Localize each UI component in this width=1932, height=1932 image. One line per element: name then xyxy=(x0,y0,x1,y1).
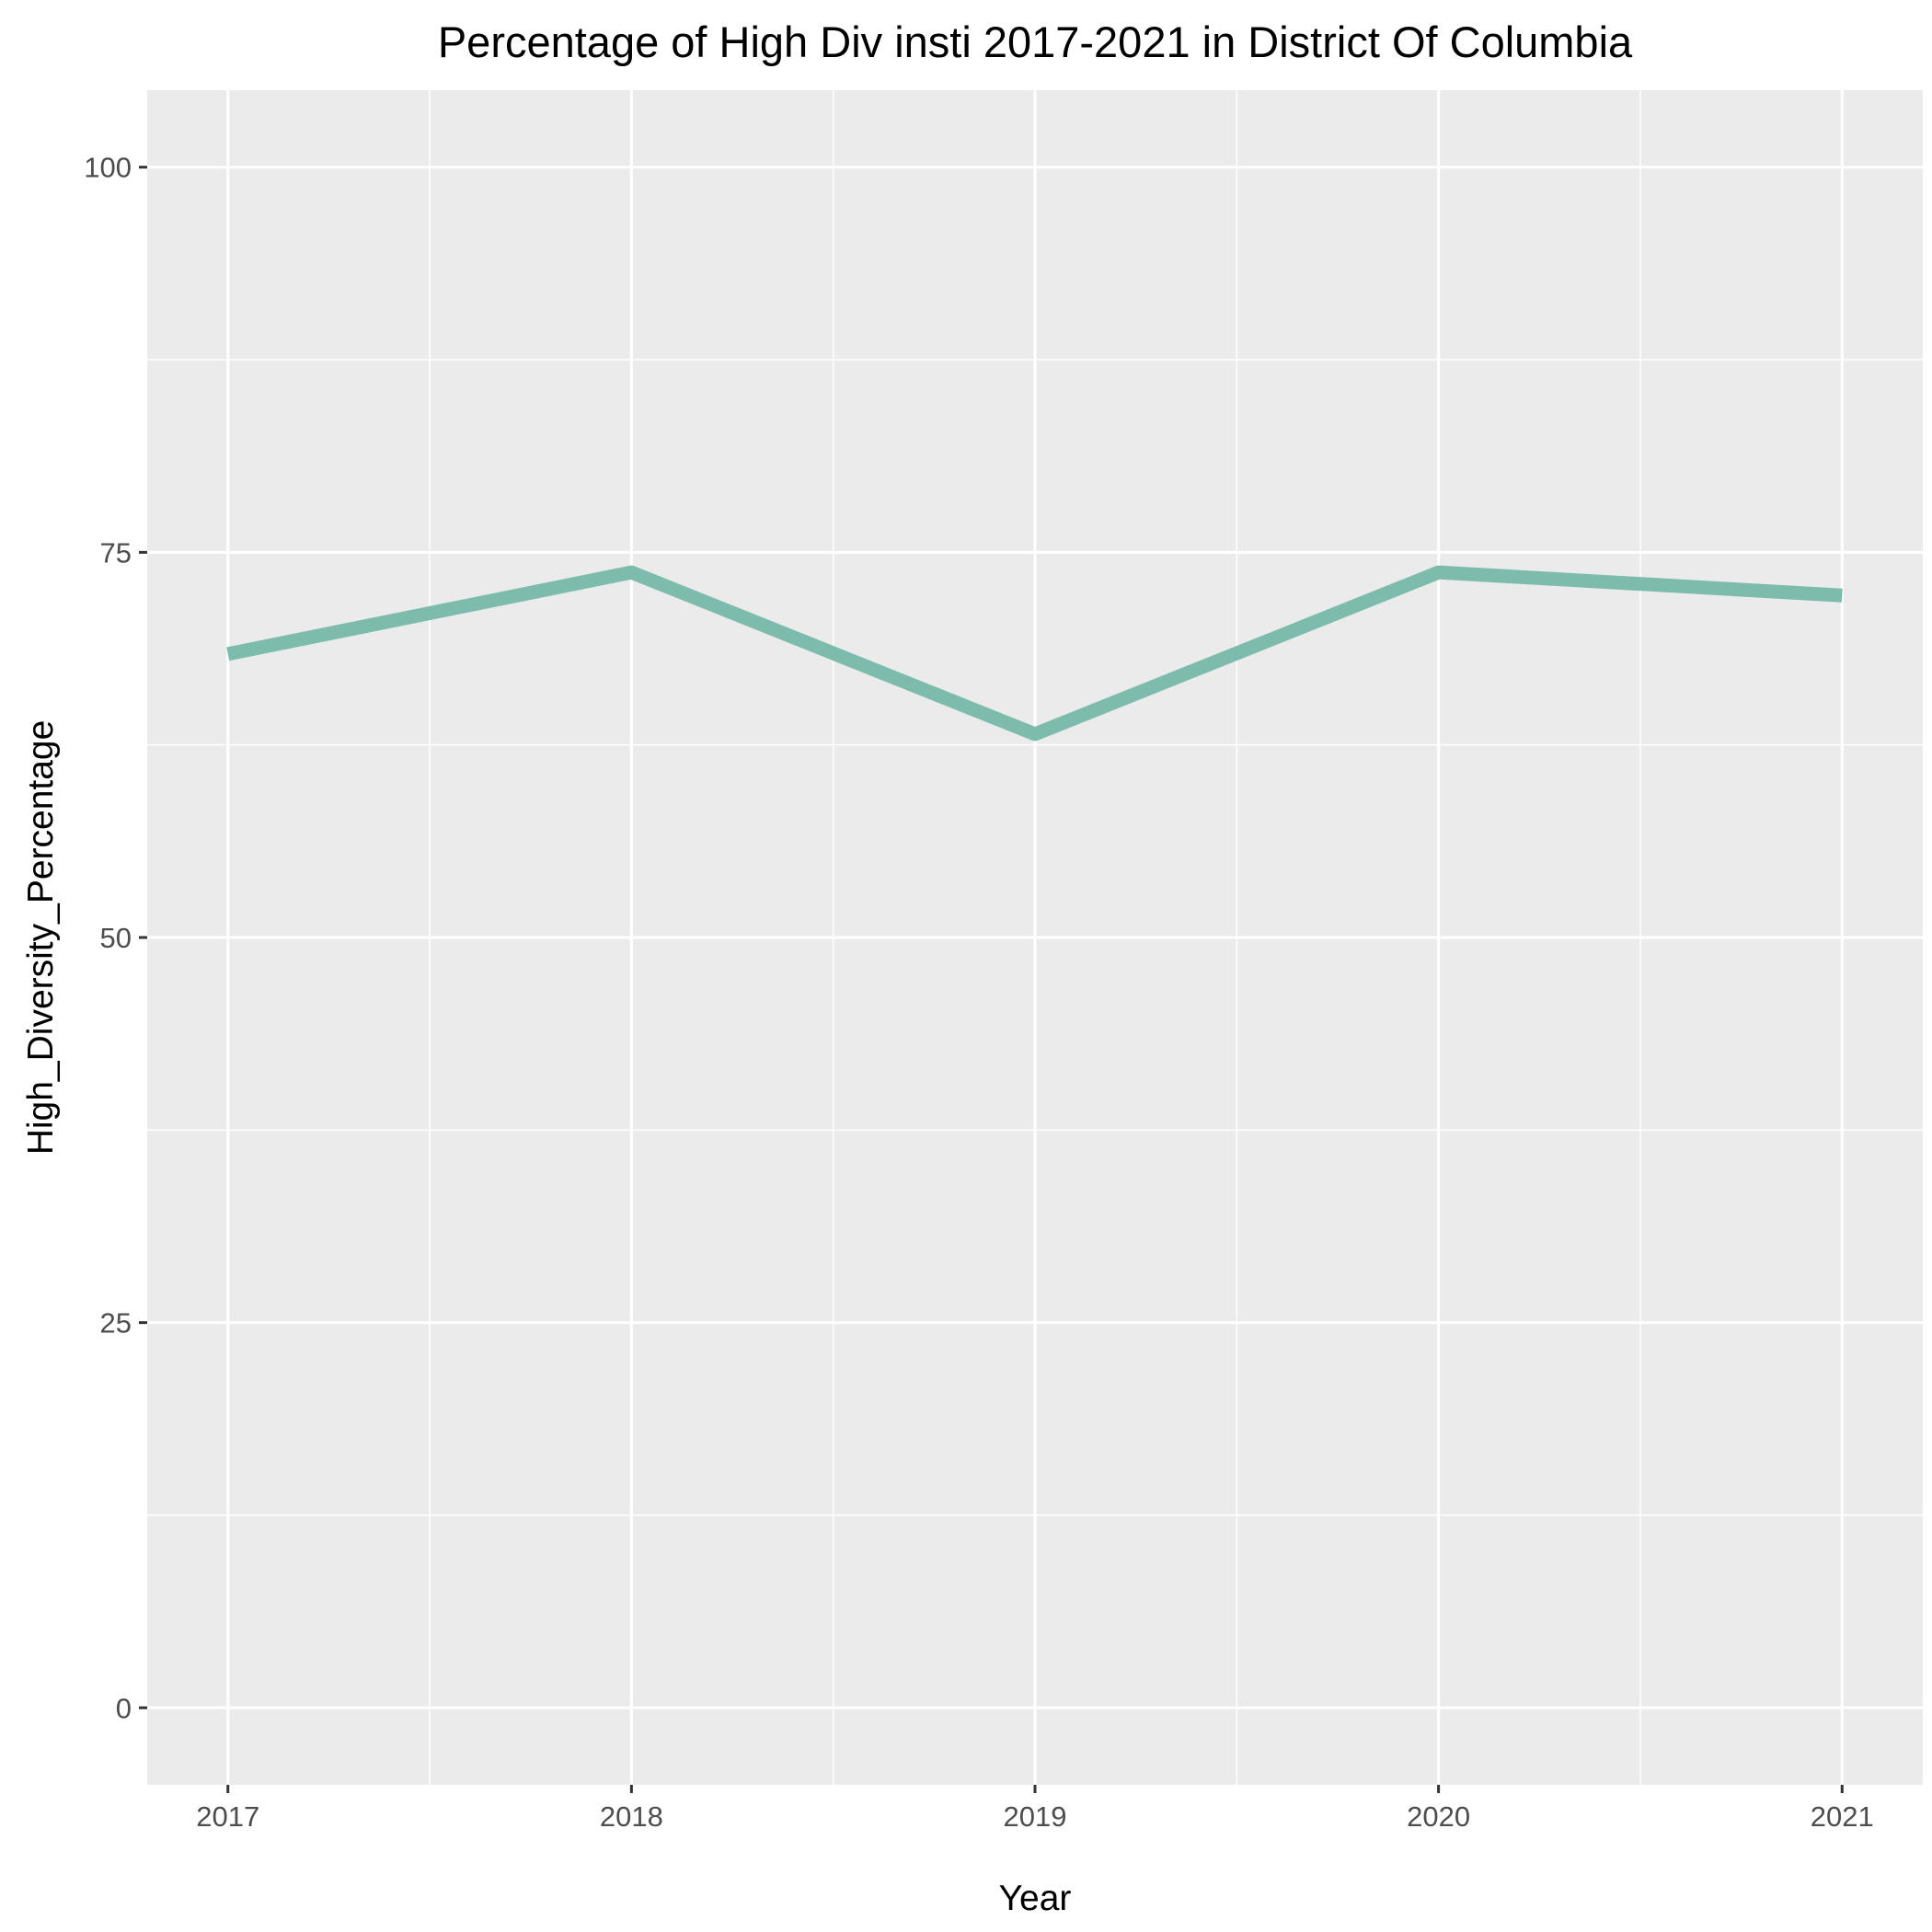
chart-title: Percentage of High Div insti 2017-2021 i… xyxy=(438,17,1633,66)
y-axis-title: High_Diversity_Percentage xyxy=(21,720,61,1156)
y-tick-label: 50 xyxy=(100,922,132,954)
series-line xyxy=(226,565,1843,742)
y-axis: 0 25 50 75 100 xyxy=(84,152,147,1724)
y-tick-label: 25 xyxy=(100,1307,132,1340)
series-layer xyxy=(226,565,1843,742)
y-tick-label: 100 xyxy=(84,152,132,184)
x-tick-label: 2018 xyxy=(600,1800,663,1833)
x-tick-label: 2021 xyxy=(1811,1800,1874,1833)
x-tick-label: 2020 xyxy=(1407,1800,1470,1833)
y-tick-label: 75 xyxy=(100,536,132,569)
y-tick-label: 0 xyxy=(116,1692,132,1724)
x-tick-label: 2019 xyxy=(1004,1800,1067,1833)
x-tick-label: 2017 xyxy=(196,1800,259,1833)
grid-major-x xyxy=(226,90,1844,1785)
x-axis: 2017 2018 2019 2020 2021 xyxy=(196,1785,1874,1833)
x-axis-title: Year xyxy=(999,1879,1072,1918)
